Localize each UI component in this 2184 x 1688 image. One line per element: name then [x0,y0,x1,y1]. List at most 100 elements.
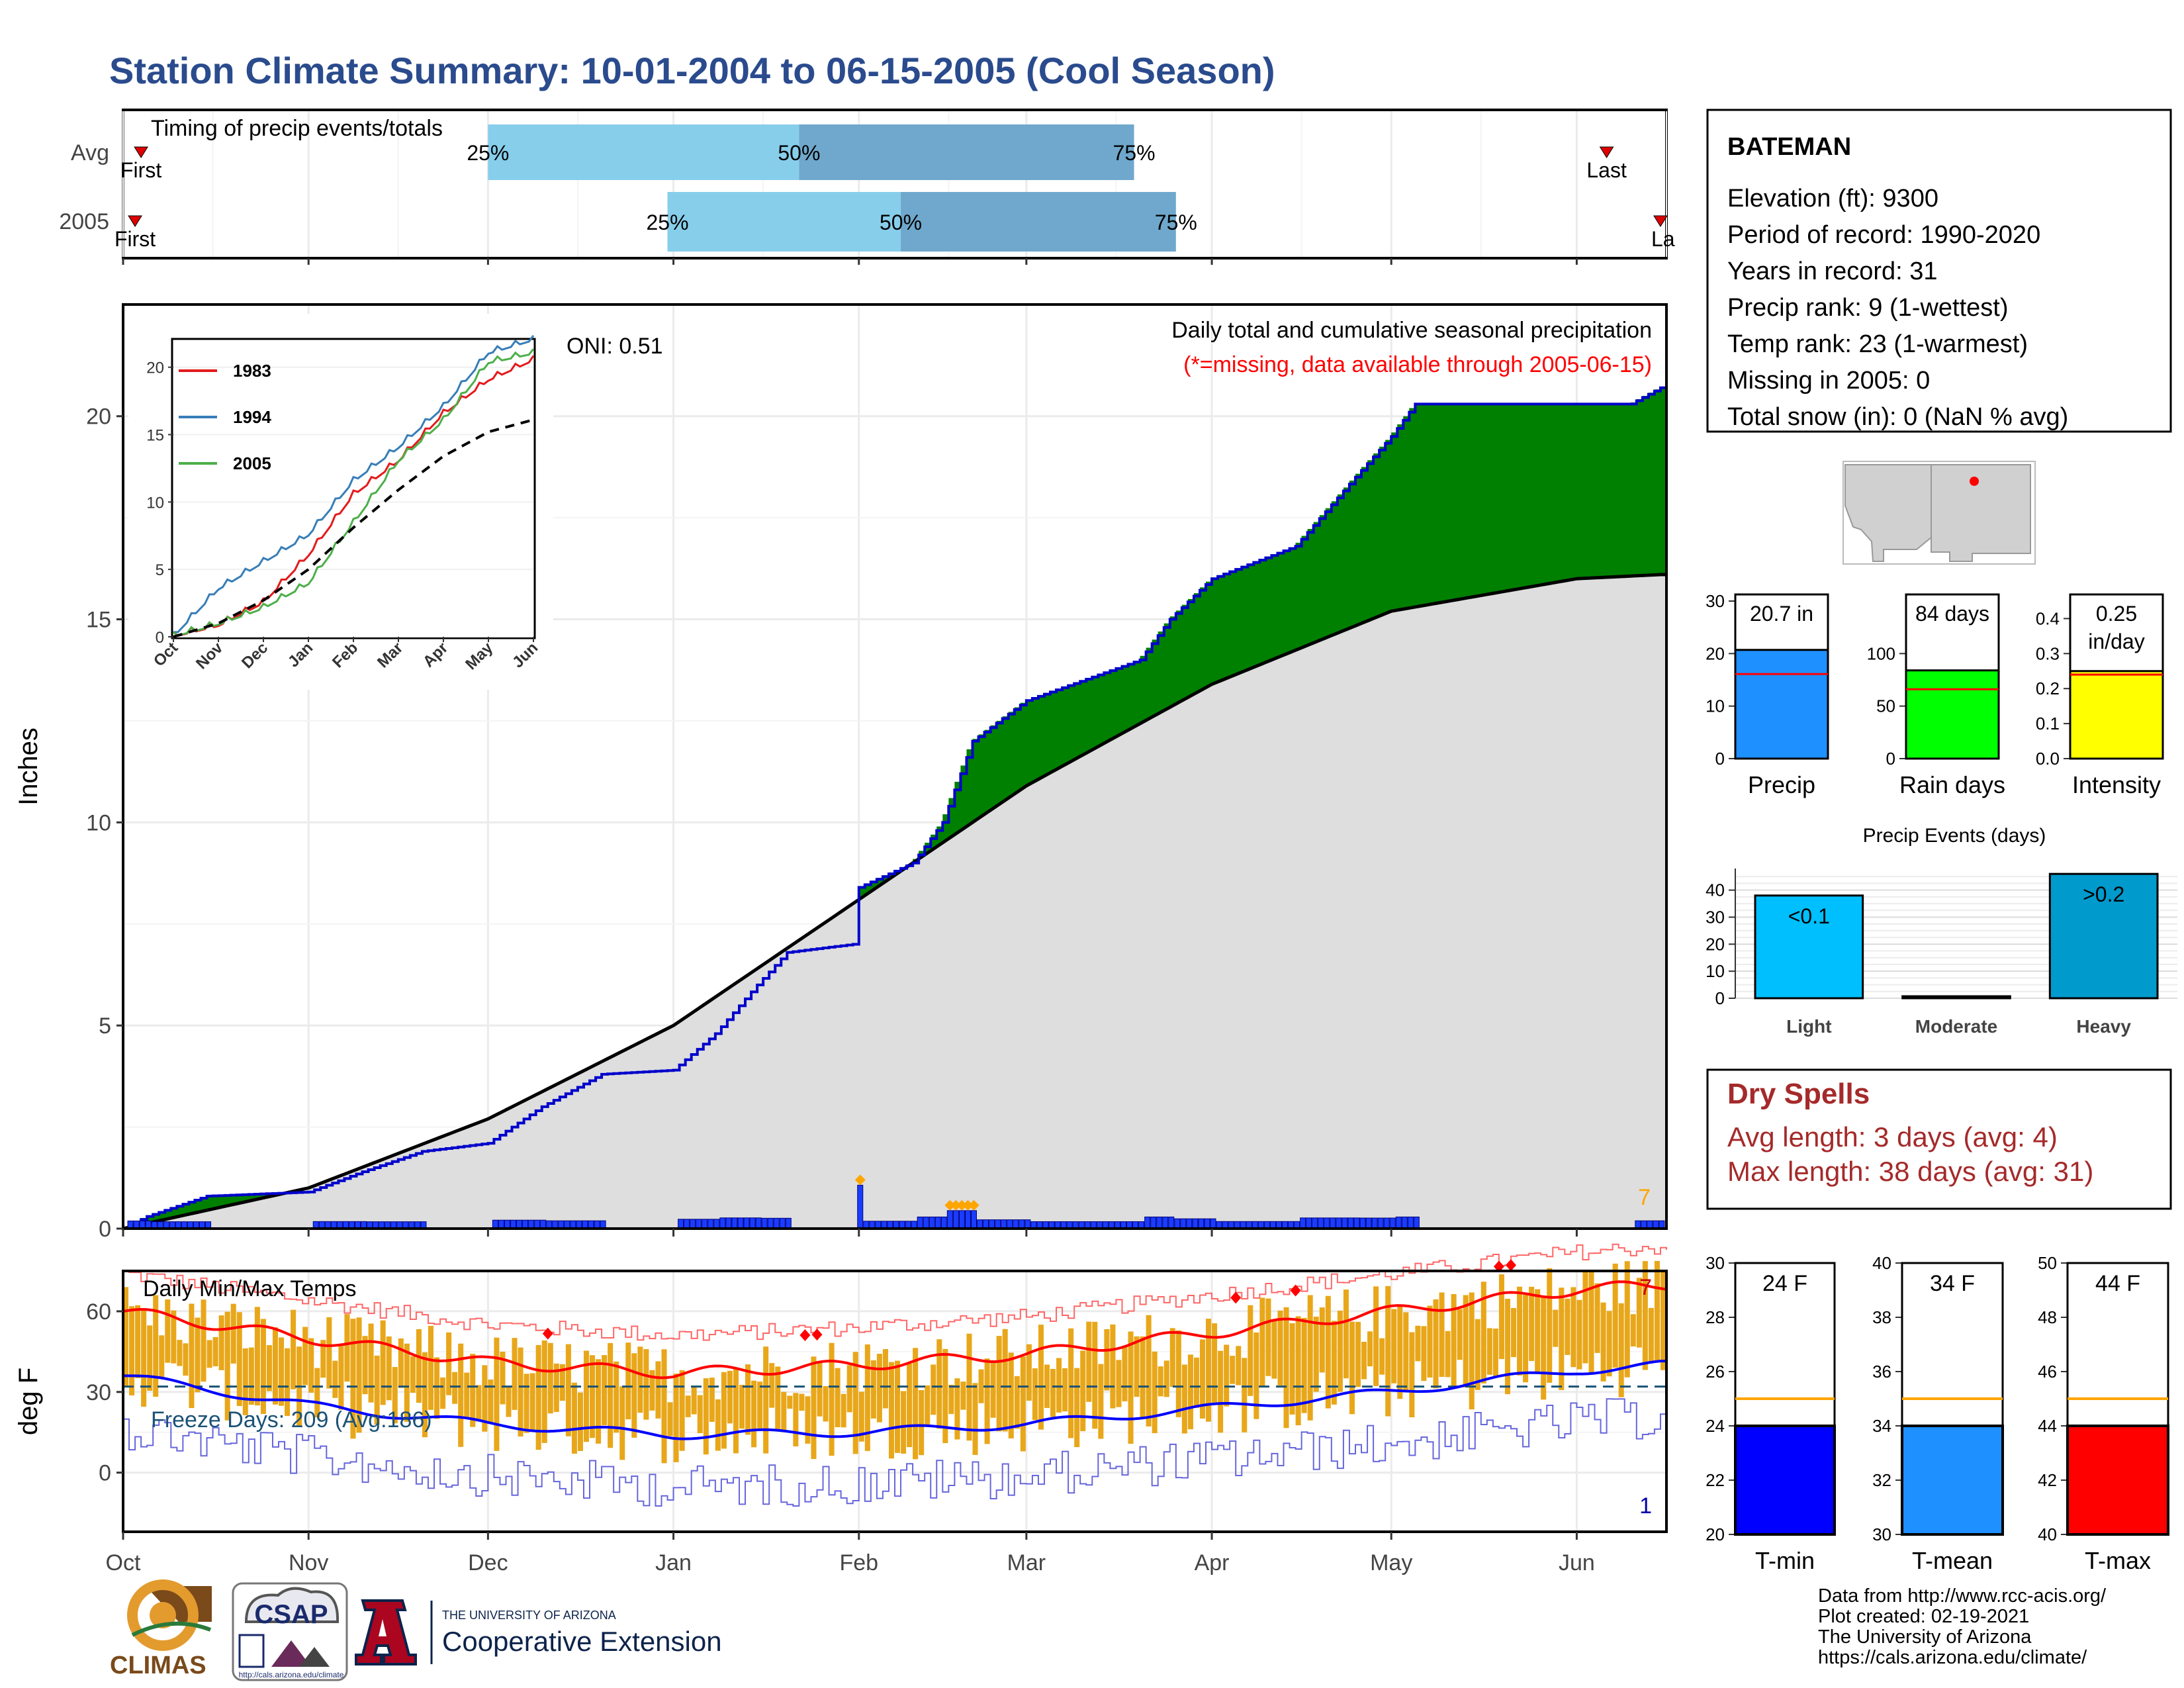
daily-temp-bar [649,1370,655,1411]
daily-temp-bar [1014,1376,1020,1429]
summary-value-label: 20.7 in [1750,602,1813,626]
surplus-area-slice [1242,565,1248,671]
temp-count-bottom: 1 [1639,1493,1652,1519]
daily-temp-bar [637,1346,643,1413]
daily-temp-bar [1588,1272,1594,1374]
summary-value-label: 0.25 [2096,602,2137,626]
daily-precip-bar [1353,1217,1360,1229]
surplus-area-slice [990,725,997,808]
daily-temp-bar [954,1378,960,1440]
temp-summary-y-label: 34 [1872,1416,1891,1436]
surplus-area-slice [1056,688,1063,768]
daily-temp-bar [1044,1364,1050,1409]
surplus-area-slice [1331,501,1338,635]
temp-summary-y-label: 30 [1706,1253,1725,1273]
daily-temp-bar [1445,1331,1451,1378]
daily-temp-bar [703,1378,709,1455]
surplus-area-slice [882,875,889,882]
events-y-label: 40 [1706,880,1725,900]
daily-temp-bar [434,1357,440,1419]
extreme-precip-marker [956,1199,968,1211]
summary-bar-name: Rain days [1899,771,2005,798]
daily-precip-bar [958,1210,965,1229]
daily-temp-bar [398,1338,404,1388]
surplus-area-slice [1038,695,1045,778]
daily-temp-bar [1529,1286,1535,1361]
surplus-area-slice [159,1211,165,1221]
daily-temp-bar [667,1402,673,1436]
daily-precip-bar [946,1210,953,1229]
surplus-area-slice [1343,487,1350,630]
surplus-area-slice [1032,697,1039,781]
locator-map [1843,461,2036,565]
surplus-area-slice [1199,587,1206,690]
dry-spells-box: Dry Spells Avg length: 3 days (avg: 4) M… [1706,1068,2172,1210]
surplus-area-slice [1565,404,1571,581]
daily-temp-bar [1517,1286,1523,1376]
temp-summary-y-label: 26 [1706,1362,1725,1382]
precip-event-category: Light [1786,1016,1831,1037]
dry-spells-title: Dry Spells [1727,1078,1870,1110]
daily-temp-bar [308,1338,314,1393]
surplus-area-slice [1230,570,1236,676]
record-high-marker [1290,1284,1301,1297]
daily-temp-bar [829,1342,835,1456]
timing-p50-label: 50% [880,211,922,234]
surplus-area-slice [1193,593,1201,693]
daily-temp-bar [1349,1321,1355,1415]
summary-y-label: 20 [1706,643,1725,663]
daily-temp-bar [1206,1319,1212,1422]
daily-temp-bar [763,1346,769,1454]
surplus-area-slice [1152,639,1159,716]
surplus-area-slice [1313,522,1320,642]
surplus-area-slice [1110,669,1117,739]
daily-precip-bar [923,1216,929,1229]
daily-temp-bar [1612,1263,1618,1368]
daily-temp-bar [745,1364,751,1435]
surplus-area-slice [1588,404,1596,579]
surplus-area-slice [1409,408,1416,608]
extreme-precip-marker [962,1199,974,1211]
surplus-area-slice [1660,387,1667,575]
x-tick-label: Mar [1007,1550,1046,1575]
daily-temp-bar [314,1368,320,1418]
daily-temp-bar [925,1385,931,1425]
first-event-label: First [114,227,156,251]
surplus-area-slice [1289,547,1297,652]
daily-temp-bar [775,1366,781,1430]
daily-temp-bar [1535,1289,1541,1372]
surplus-area-slice [996,720,1003,804]
daily-temp-bar [470,1354,476,1427]
climas-logo-text: CLIMAS [110,1652,206,1679]
daily-temp-bar [350,1319,356,1439]
daily-temp-bar [201,1299,206,1382]
daily-precip-bar [1192,1218,1199,1229]
surplus-area-slice [936,826,943,845]
footer-line: Data from http://www.rcc-acis.org/ [1818,1585,2107,1607]
daily-temp-bar [948,1384,954,1415]
inset-y-label: 0 [156,629,164,647]
daily-temp-bar [1451,1293,1457,1389]
temp-bar-fill [1734,1425,1836,1536]
daily-temp-bar [1367,1331,1373,1367]
daily-temp-bar [1295,1316,1301,1426]
daily-temp-bar [919,1389,925,1456]
daily-temp-bar [547,1342,553,1414]
surplus-area-slice [1541,404,1547,585]
surplus-area-slice [1140,655,1147,722]
precip-event-category: Moderate [1915,1016,1997,1037]
daily-temp-bar [907,1363,913,1448]
daily-temp-bar [1576,1299,1582,1370]
ua-small-text: THE UNIVERSITY OF ARIZONA [442,1609,616,1622]
surplus-area-slice [1361,467,1368,622]
daily-temp-bar [1331,1321,1337,1405]
summary-bar-fill [2069,670,2164,760]
daily-temp-bar [386,1336,392,1401]
surplus-area-slice [1367,460,1374,620]
daily-temp-bar [272,1327,279,1405]
summary-bars: 0 10 20 30 20.7 in Precip 0 50 100 84 days Rain da… [1706,591,2164,798]
surplus-area-slice [1463,404,1470,598]
surplus-area-slice [153,1213,159,1222]
timing-panel-label: Timing of precip events/totals [151,116,443,141]
daily-precip-bar [1300,1217,1306,1229]
